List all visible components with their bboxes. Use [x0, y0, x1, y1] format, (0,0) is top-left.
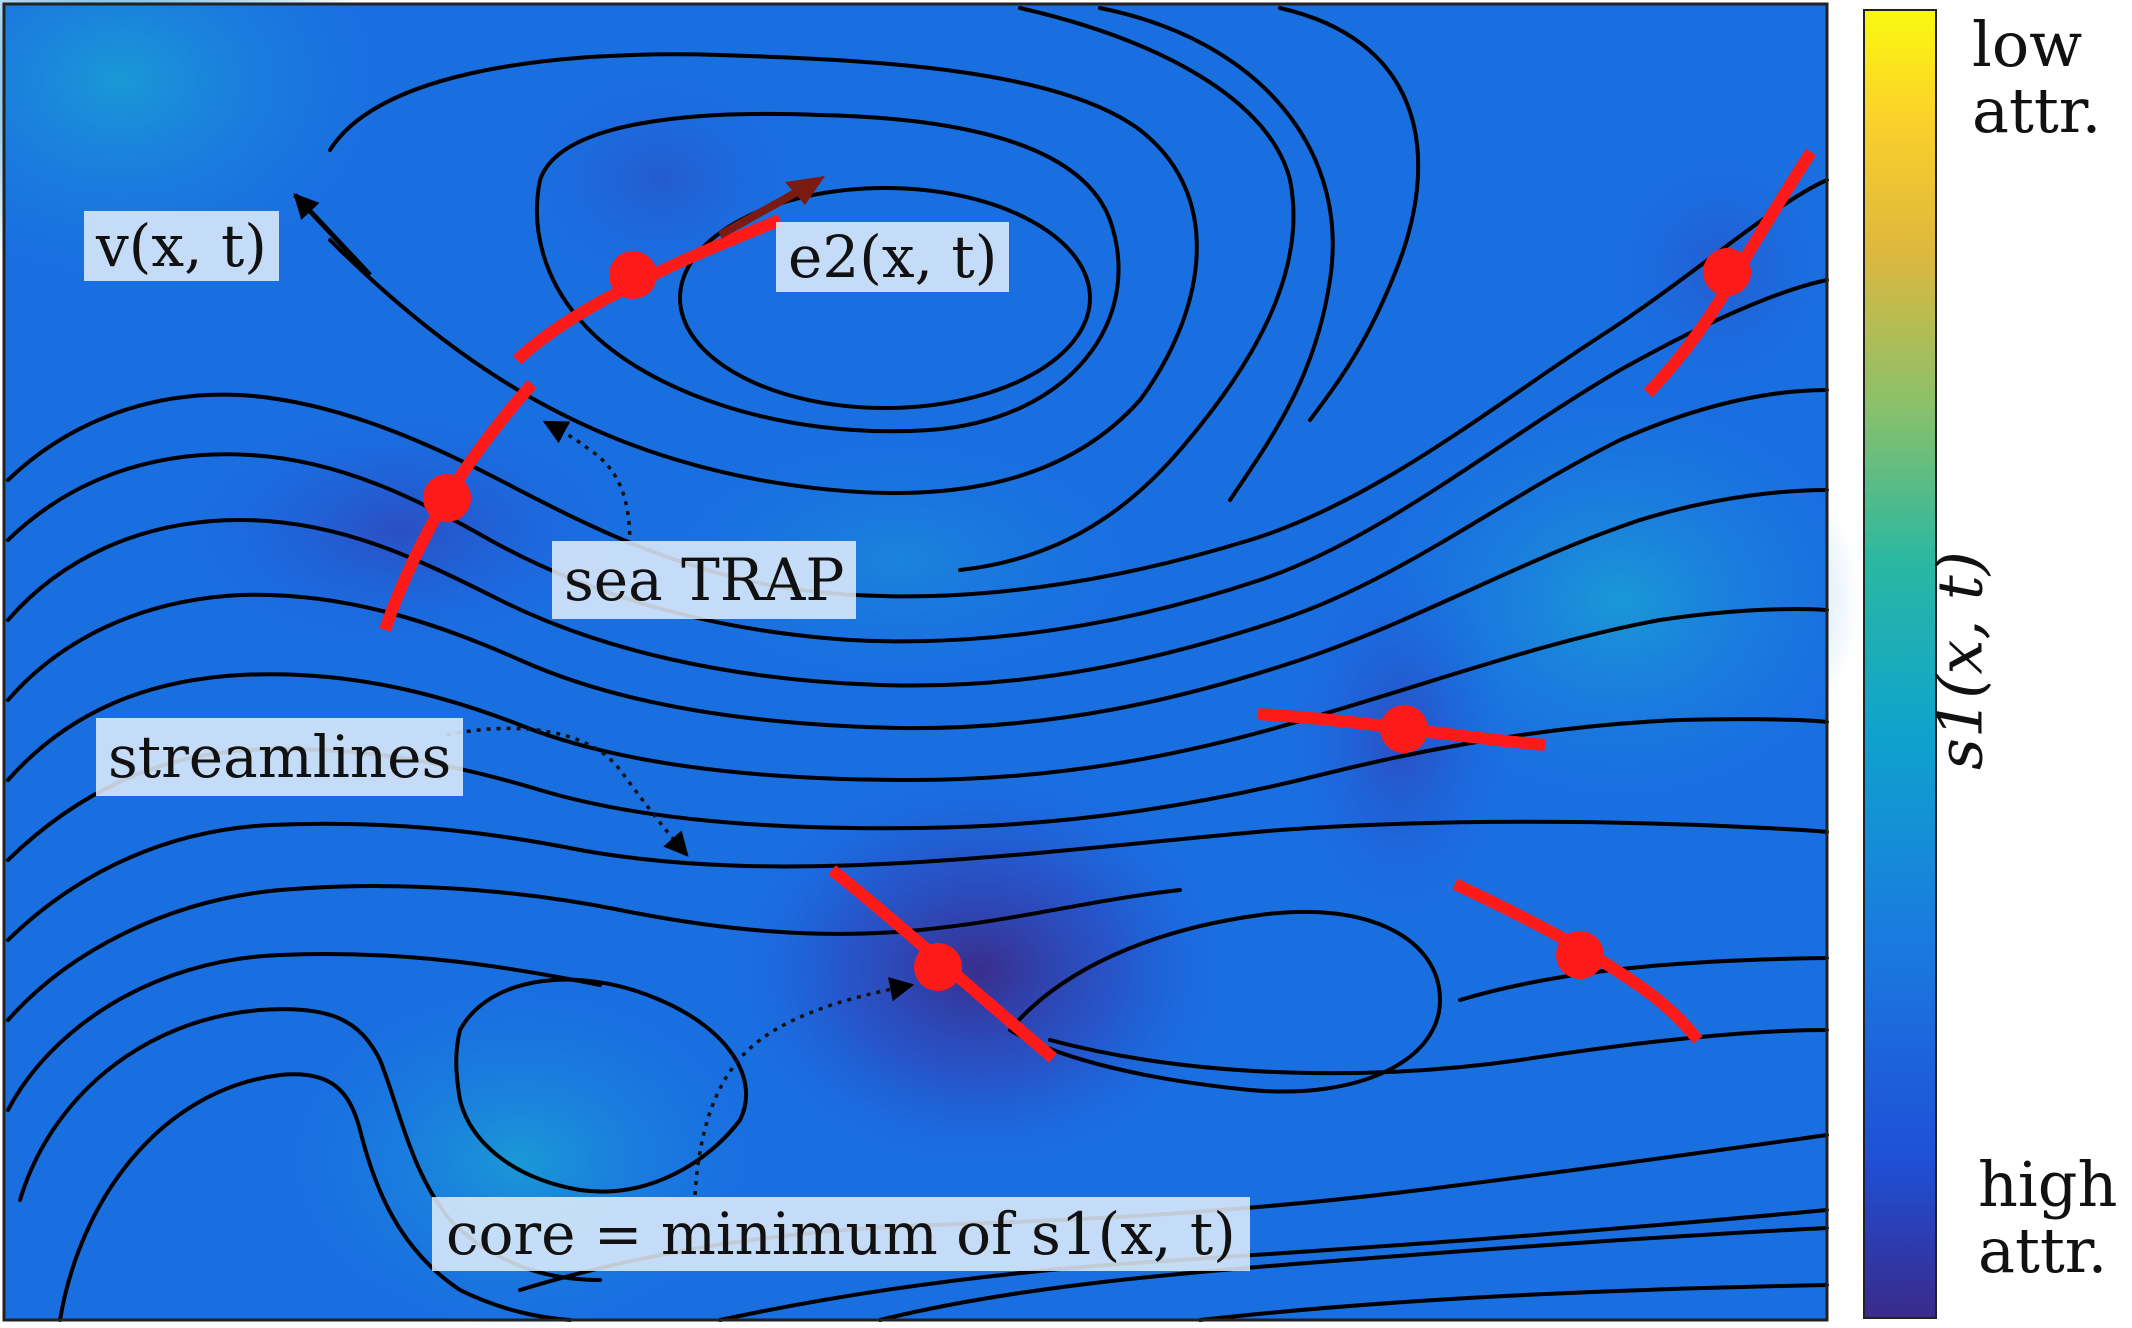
- streamline: [6, 278, 1829, 644]
- annotation-arrows: [446, 420, 915, 1196]
- velocity-label-text: v(x, t): [96, 212, 267, 280]
- trap-point: [1703, 248, 1751, 296]
- streamline: [1458, 956, 1829, 1002]
- plot-frame: [2, 2, 1829, 1322]
- velocity-arrow: [293, 193, 372, 277]
- eigenvector-label-text: e2(x, t): [788, 223, 998, 291]
- scalar-field: [0, 0, 1860, 1328]
- colorbar-bottom-label-line1: high: [1978, 1148, 2118, 1221]
- colorbar: [1863, 9, 1937, 1319]
- sea-trap-label-text: sea TRAP: [564, 546, 845, 614]
- core-pointer: [693, 977, 915, 1196]
- streamline: [878, 1226, 1829, 1322]
- trap-points: [423, 248, 1751, 991]
- streamline-loop: [1008, 909, 1442, 1094]
- streamline: [6, 952, 602, 1112]
- core-label: core = minimum of s1(x, t): [432, 1197, 1250, 1271]
- streamline: [1048, 1028, 1829, 1076]
- sea-trap-pointer: [542, 420, 632, 546]
- streamline: [328, 52, 1199, 496]
- colorbar-bottom-label-line2: attr.: [1978, 1213, 2108, 1287]
- colorbar-top-label-line1: low: [1972, 8, 2083, 81]
- streamline: [58, 1072, 572, 1322]
- streamline-loop: [535, 111, 1121, 434]
- streamline: [1098, 6, 1335, 502]
- core-label-text: core = minimum of s1(x, t): [446, 1200, 1236, 1268]
- streamline: [6, 884, 1182, 1022]
- streamline: [6, 607, 1829, 782]
- streamline-loop: [678, 186, 1092, 410]
- streamline: [6, 819, 1829, 942]
- streamline: [6, 178, 1829, 599]
- streamline: [6, 388, 1829, 688]
- trap-point: [423, 474, 471, 522]
- colorbar-axis-label: s1(x, t): [1923, 551, 1997, 770]
- trap-point: [609, 251, 657, 299]
- colorbar-top-label-line2: attr.: [1972, 73, 2102, 147]
- velocity-label: v(x, t): [84, 211, 279, 281]
- colorbar-top-label: low attr.: [1972, 12, 2101, 143]
- colorbar-bottom-label: high attr.: [1978, 1152, 2117, 1283]
- sea-trap-label: sea TRAP: [552, 541, 857, 619]
- streamlines-label-text: streamlines: [108, 723, 452, 791]
- streamline: [958, 6, 1296, 572]
- trap-point: [914, 943, 962, 991]
- streamline-loop: [454, 977, 749, 1194]
- streamline: [6, 488, 1829, 731]
- trap-point: [1380, 705, 1428, 753]
- streamline: [1198, 1283, 1829, 1322]
- trap-point: [1556, 931, 1604, 979]
- streamlines-label: streamlines: [96, 718, 464, 796]
- streamline: [1278, 6, 1421, 422]
- trap-segment: [512, 214, 783, 365]
- eigenvector-arrowhead: [785, 176, 825, 205]
- eigenvector-label: e2(x, t): [776, 222, 1010, 292]
- colorbar-gradient: [1864, 10, 1936, 1318]
